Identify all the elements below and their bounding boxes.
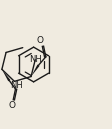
Text: O: O xyxy=(37,35,44,45)
Text: NH: NH xyxy=(29,55,42,64)
Polygon shape xyxy=(31,64,40,76)
Text: O: O xyxy=(9,101,16,110)
Text: NH: NH xyxy=(10,81,23,90)
Polygon shape xyxy=(2,69,10,81)
